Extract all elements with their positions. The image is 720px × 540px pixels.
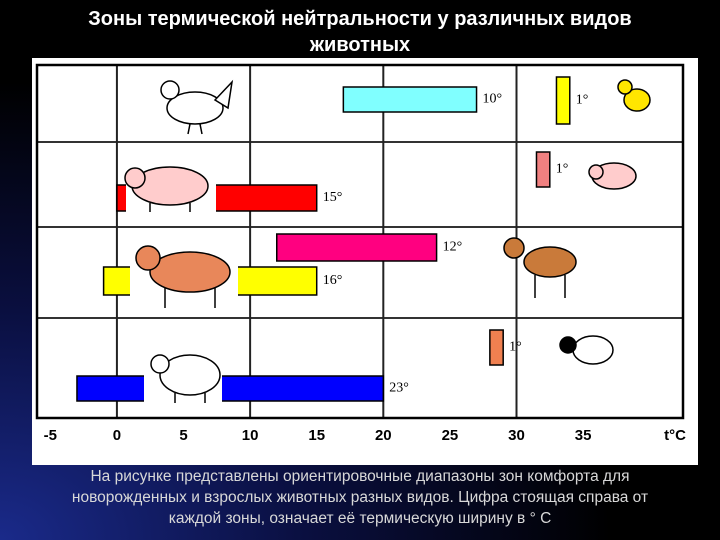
bar-label: 15° — [323, 190, 343, 205]
x-tick-label: 35 — [575, 427, 592, 444]
x-tick-label: 15 — [308, 427, 325, 444]
sheep-icon — [144, 348, 222, 404]
caption: На рисунке представлены ориентировочные … — [71, 468, 649, 527]
bar — [489, 329, 504, 366]
bar-label: 1° — [576, 93, 589, 108]
x-tick-label: 30 — [508, 427, 525, 444]
piglet-icon — [588, 162, 637, 190]
plot-border — [35, 63, 685, 420]
chart-title: Зоны термической нейтральности у различн… — [88, 8, 632, 56]
chick-icon — [617, 79, 651, 112]
bar — [276, 233, 438, 262]
bars — [76, 76, 571, 402]
bar — [555, 76, 571, 125]
x-axis-label: t°C — [664, 427, 686, 444]
pig-icon — [124, 160, 216, 215]
bar-label: 1° — [556, 162, 569, 177]
calf-icon — [503, 237, 577, 298]
x-tick-label: -5 — [44, 427, 57, 444]
lamb-icon — [559, 335, 614, 365]
bar-label: 12° — [443, 240, 463, 255]
bar — [76, 375, 385, 402]
bar-label: 1° — [509, 340, 522, 355]
chicken-icon — [160, 79, 234, 135]
bar — [535, 151, 551, 188]
bar-label: 23° — [389, 381, 409, 396]
animals — [124, 79, 651, 404]
bar-label: 10° — [483, 92, 503, 107]
x-tick-label: 0 — [113, 427, 121, 444]
cow-icon — [130, 240, 238, 312]
x-tick-label: 10 — [242, 427, 259, 444]
bar-label: 16° — [323, 273, 343, 288]
x-tick-label: 20 — [375, 427, 392, 444]
x-tick-label: 25 — [442, 427, 459, 444]
x-tick-label: 5 — [179, 427, 187, 444]
bar — [342, 86, 478, 113]
